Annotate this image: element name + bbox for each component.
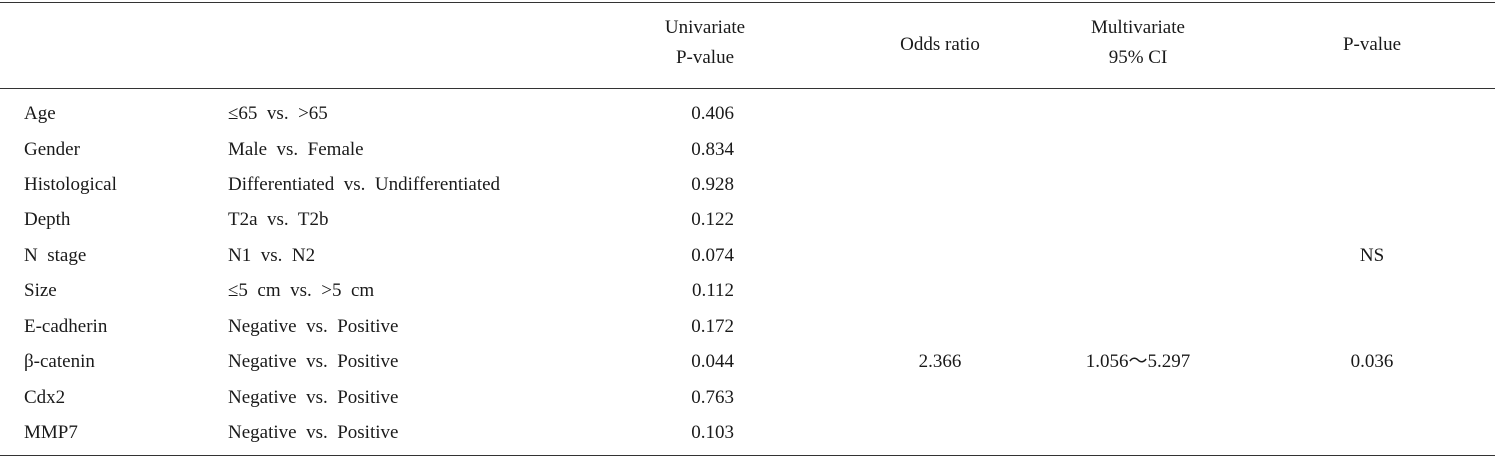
row-beta-catenin-multivariate-p: 0.036 — [1350, 351, 1394, 372]
row-size-comparison: ≤5 cm vs. >5 cm — [228, 280, 375, 301]
row-e-cadherin-comparison: Negative vs. Positive — [228, 316, 399, 337]
header-rule — [0, 88, 1495, 89]
row-cdx2-comparison: Negative vs. Positive — [228, 387, 399, 408]
row-beta-catenin-univariate-p: 0.044 — [691, 351, 734, 372]
top-rule — [0, 2, 1495, 3]
row-e-cadherin-univariate-p: 0.172 — [691, 316, 734, 337]
header-multivariate-line2: 95% CI — [1108, 47, 1168, 68]
row-n-stage-variable: N stage — [24, 245, 87, 266]
row-size-variable: Size — [24, 280, 57, 301]
row-size-univariate-p: 0.112 — [691, 280, 734, 301]
row-beta-catenin-variable: β-catenin — [24, 351, 95, 372]
header-multivariate-p: P-value — [1342, 34, 1402, 55]
row-n-stage-comparison: N1 vs. N2 — [228, 245, 316, 266]
multivariate-ns-label: NS — [1359, 245, 1385, 266]
header-multivariate-ci: Multivariate 95% CI — [1048, 13, 1228, 73]
row-cdx2-variable: Cdx2 — [24, 387, 66, 408]
row-mmp7-comparison: Negative vs. Positive — [228, 422, 399, 443]
row-mmp7-variable: MMP7 — [24, 422, 78, 443]
row-depth-univariate-p: 0.122 — [691, 209, 734, 230]
row-depth-variable: Depth — [24, 209, 71, 230]
row-mmp7-univariate-p: 0.103 — [691, 422, 734, 443]
row-age-variable: Age — [24, 103, 56, 124]
header-odds-ratio: Odds ratio — [900, 34, 980, 55]
header-multivariate-line1: Multivariate — [1091, 17, 1185, 38]
row-gender-variable: Gender — [24, 139, 80, 160]
row-cdx2-univariate-p: 0.763 — [691, 387, 734, 408]
row-histological-univariate-p: 0.928 — [691, 174, 734, 195]
header-univariate-p: Univariate P-value — [620, 13, 790, 73]
row-beta-catenin-ci: 1.056～5.297 — [1085, 351, 1191, 372]
row-depth-comparison: T2a vs. T2b — [228, 209, 329, 230]
row-gender-comparison: Male vs. Female — [228, 139, 364, 160]
row-gender-univariate-p: 0.834 — [691, 139, 734, 160]
row-histological-variable: Histological — [24, 174, 117, 195]
row-e-cadherin-variable: E-cadherin — [24, 316, 108, 337]
row-beta-catenin-comparison: Negative vs. Positive — [228, 351, 399, 372]
header-univariate-line1: Univariate — [664, 17, 746, 38]
row-age-comparison: ≤65 vs. >65 — [228, 103, 328, 124]
header-univariate-line2: P-value — [675, 47, 735, 68]
row-n-stage-univariate-p: 0.074 — [691, 245, 734, 266]
bottom-rule — [0, 455, 1495, 456]
row-histological-comparison: Differentiated vs. Undifferentiated — [228, 174, 501, 195]
row-age-univariate-p: 0.406 — [691, 103, 734, 124]
row-beta-catenin-odds-ratio: 2.366 — [918, 351, 962, 372]
